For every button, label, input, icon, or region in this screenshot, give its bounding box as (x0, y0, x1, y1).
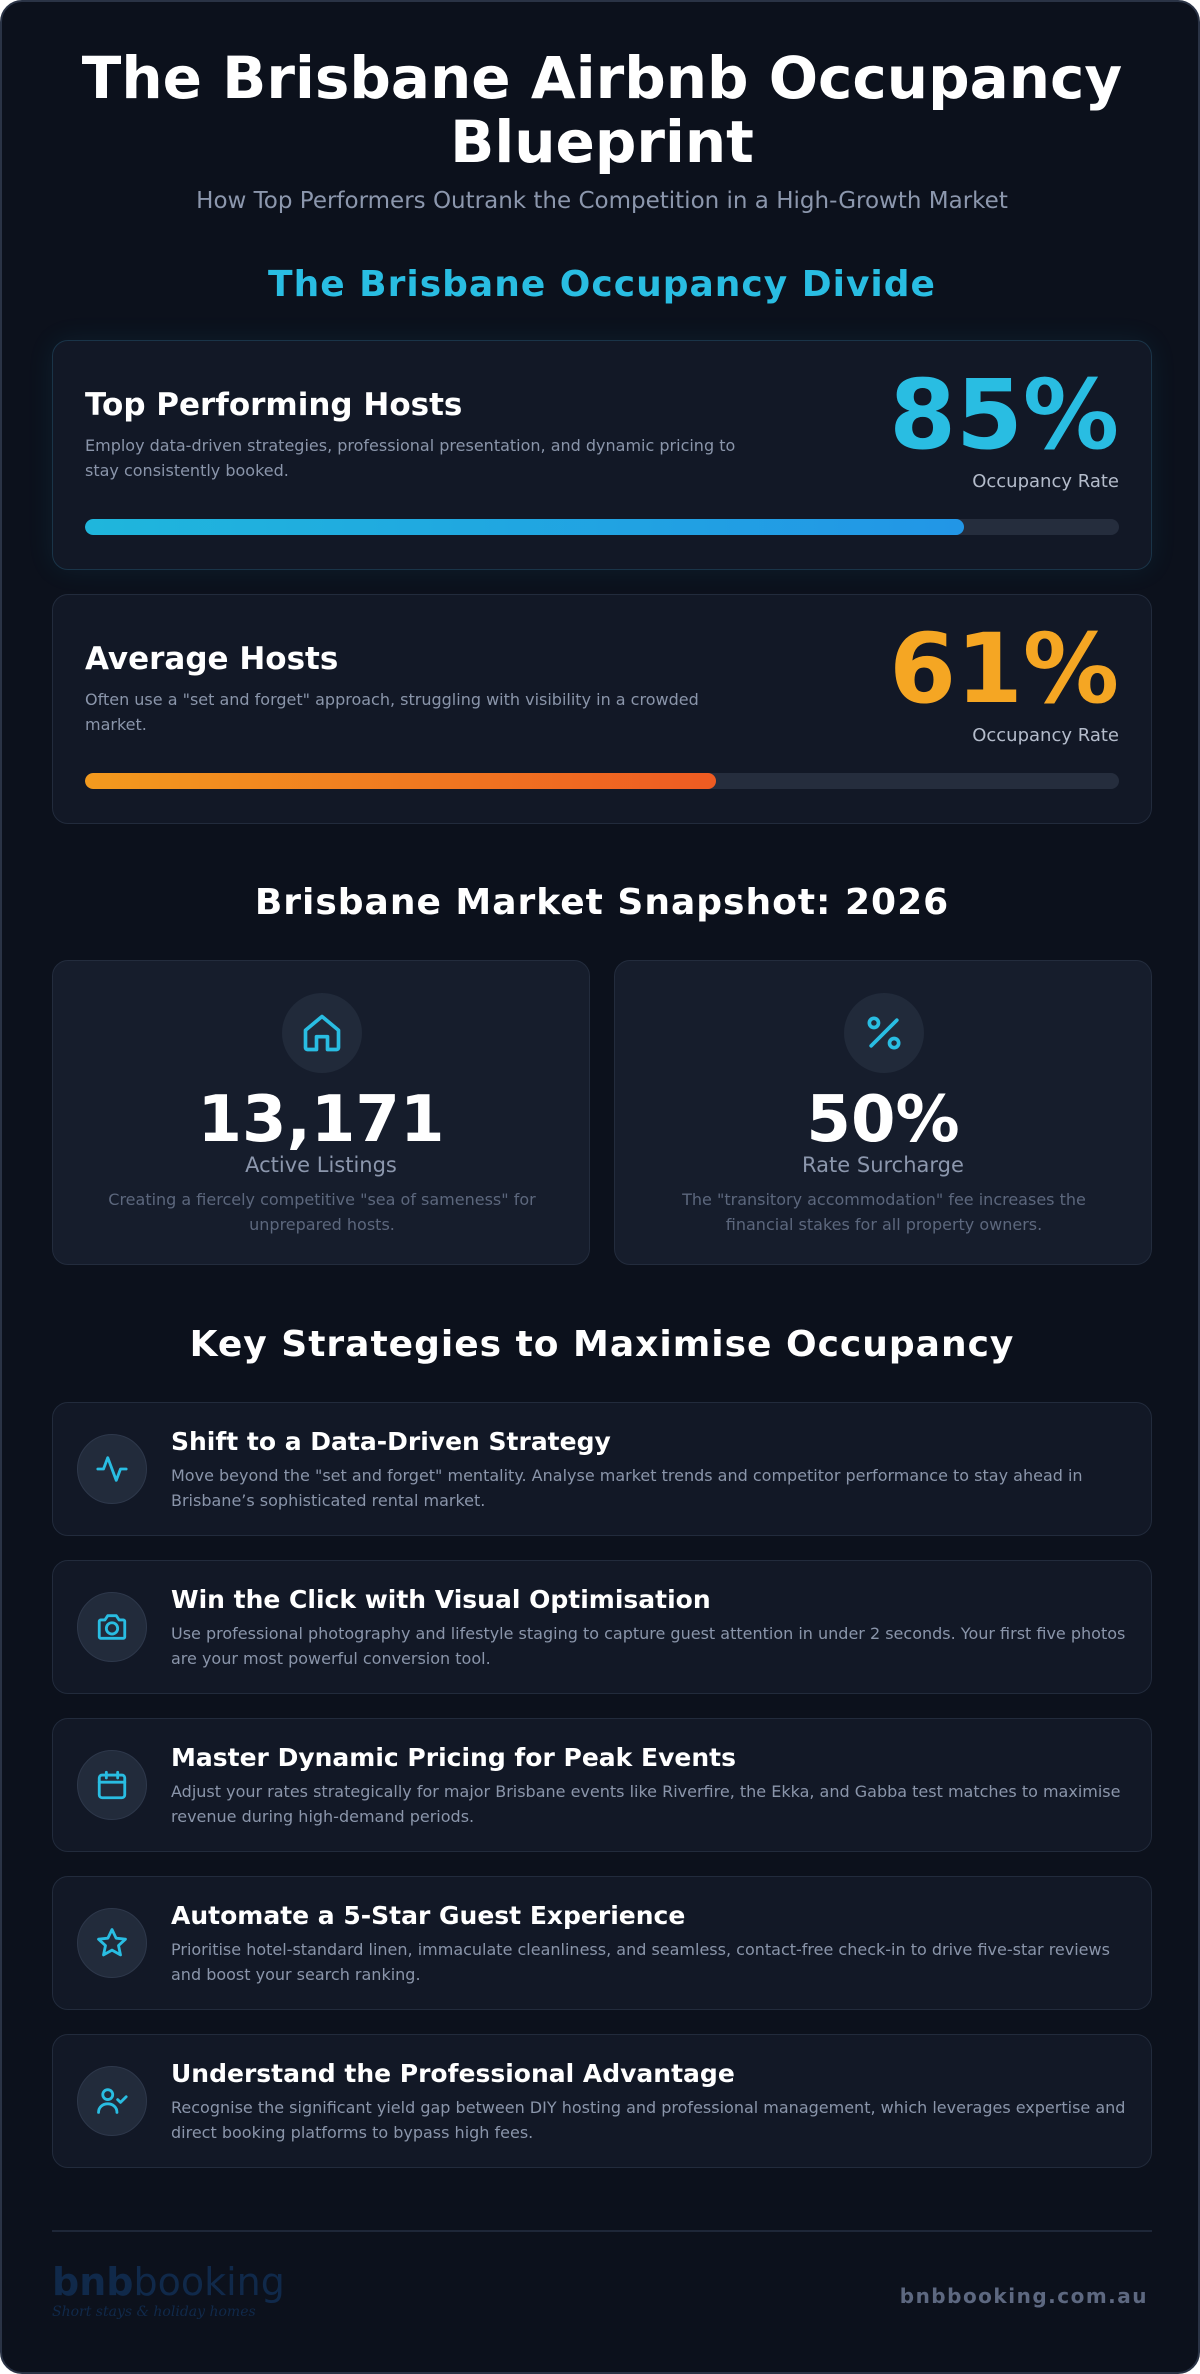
page-title-line2: Blueprint (450, 108, 754, 176)
top-hosts-title: Top Performing Hosts (85, 387, 463, 423)
logo-tagline: Short stays & holiday homes (52, 2304, 256, 2320)
top-hosts-description: Employ data-driven strategies, professio… (85, 436, 736, 480)
top-hosts-card: Top Performing Hosts Employ data-driven … (52, 340, 1152, 570)
logo-wordmark: bnbbooking (52, 2260, 285, 2304)
strategy-text: Adjust your rates strategically for majo… (171, 1782, 1121, 1826)
strategy-text: Use professional photography and lifesty… (171, 1624, 1126, 1668)
user-check-icon (77, 2066, 147, 2136)
logo-wordmark-b: booking (133, 2260, 285, 2304)
strategy-title: Automate a 5-Star Guest Experience (171, 1901, 686, 1930)
page-subtitle: How Top Performers Outrank the Competiti… (196, 188, 1008, 214)
page-title-line1: The Brisbane Airbnb Occupancy (81, 44, 1123, 112)
strategy-item-professional: Understand the Professional Advantage Re… (52, 2034, 1152, 2168)
strategy-item-data-driven: Shift to a Data-Driven Strategy Move bey… (52, 1402, 1152, 1536)
rate-surcharge-description: The "transitory accommodation" fee incre… (682, 1190, 1086, 1234)
bnbbooking-logo: bnbbooking Short stays & holiday homes (52, 2260, 285, 2320)
strategy-item-pricing: Master Dynamic Pricing for Peak Events A… (52, 1718, 1152, 1852)
active-listings-description: Creating a fiercely competitive "sea of … (108, 1190, 536, 1234)
footer-divider (52, 2230, 1152, 2232)
strategy-text: Recognise the significant yield gap betw… (171, 2098, 1126, 2142)
rate-surcharge-card: 50% Rate Surcharge The "transitory accom… (614, 960, 1152, 1265)
average-hosts-description: Often use a "set and forget" approach, s… (85, 690, 699, 734)
strategy-text: Prioritise hotel-standard linen, immacul… (171, 1940, 1110, 1984)
strategy-title: Understand the Professional Advantage (171, 2059, 735, 2088)
average-hosts-occupancy-label: Occupancy Rate (972, 725, 1119, 746)
strategy-item-guest-experience: Automate a 5-Star Guest Experience Prior… (52, 1876, 1152, 2010)
website-link[interactable]: bnbbooking.com.au (899, 2284, 1148, 2308)
rate-surcharge-value: 50% (806, 1083, 960, 1157)
average-hosts-progress-track (85, 773, 1119, 789)
top-hosts-progress-track (85, 519, 1119, 535)
average-hosts-occupancy-value: 61% (889, 613, 1119, 725)
percent-icon (844, 993, 924, 1073)
strategy-text: Move beyond the "set and forget" mentali… (171, 1466, 1083, 1510)
average-hosts-card: Average Hosts Often use a "set and forge… (52, 594, 1152, 824)
active-listings-card: 13,171 Active Listings Creating a fierce… (52, 960, 590, 1265)
star-icon (77, 1908, 147, 1978)
average-hosts-title: Average Hosts (85, 641, 339, 677)
logo-wordmark-a: bnb (52, 2260, 134, 2304)
active-listings-value: 13,171 (197, 1083, 445, 1157)
strategy-title: Master Dynamic Pricing for Peak Events (171, 1743, 736, 1772)
strategy-item-visual: Win the Click with Visual Optimisation U… (52, 1560, 1152, 1694)
house-icon (282, 993, 362, 1073)
page-title: The Brisbane Airbnb Occupancy Blueprint (2, 44, 1198, 176)
average-hosts-progress-fill (85, 773, 716, 789)
snapshot-heading: Brisbane Market Snapshot: 2026 (254, 882, 950, 923)
calendar-icon (77, 1750, 147, 1820)
top-hosts-occupancy-value: 85% (889, 359, 1119, 471)
rate-surcharge-label: Rate Surcharge (802, 1153, 964, 1177)
strategy-title: Win the Click with Visual Optimisation (171, 1585, 711, 1614)
strategy-title: Shift to a Data-Driven Strategy (171, 1427, 611, 1456)
active-listings-label: Active Listings (245, 1153, 397, 1177)
top-hosts-progress-fill (85, 519, 964, 535)
top-hosts-occupancy-label: Occupancy Rate (972, 471, 1119, 492)
camera-icon (77, 1592, 147, 1662)
strategies-heading: Key Strategies to Maximise Occupancy (189, 1324, 1015, 1365)
divide-heading: The Brisbane Occupancy Divide (268, 264, 936, 305)
activity-icon (77, 1434, 147, 1504)
